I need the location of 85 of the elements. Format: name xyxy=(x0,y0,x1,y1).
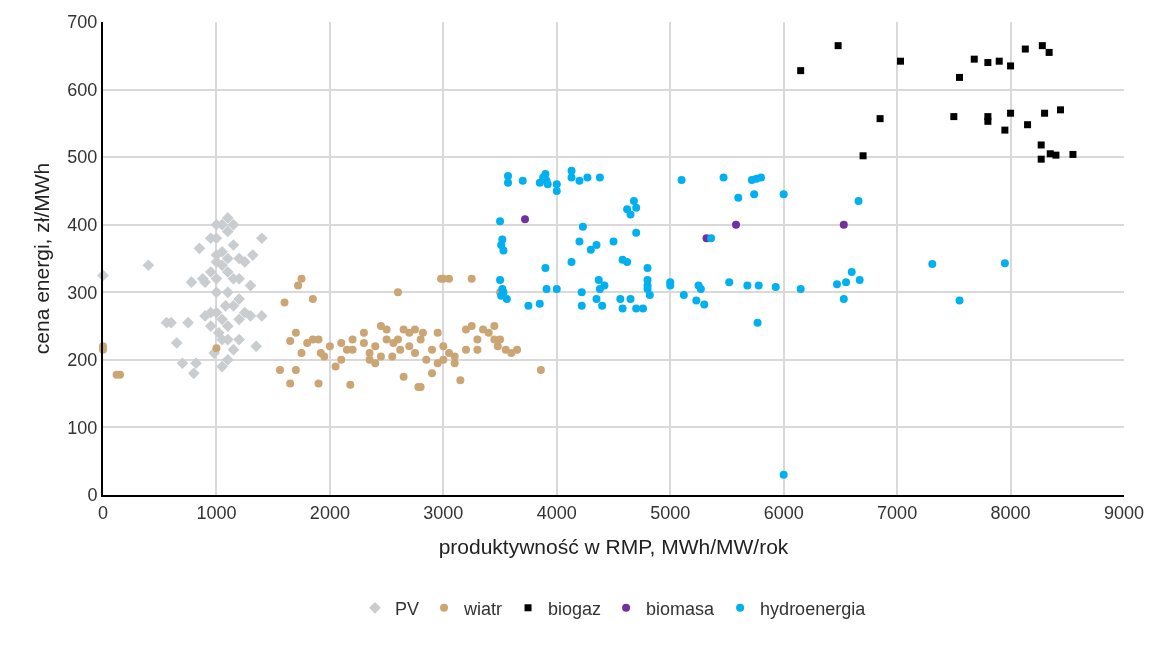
point xyxy=(995,57,1003,65)
legend-label: wiatr xyxy=(463,598,503,619)
point xyxy=(1007,109,1015,117)
legend-label: biomasa xyxy=(646,598,716,619)
point xyxy=(233,313,245,326)
point xyxy=(1037,141,1045,149)
y-tick-label: 300 xyxy=(67,282,98,303)
point xyxy=(216,313,228,326)
point xyxy=(970,55,978,63)
point xyxy=(1045,48,1053,56)
x-tick-label: 4000 xyxy=(536,502,577,523)
point xyxy=(246,249,259,261)
point xyxy=(193,242,206,255)
point xyxy=(521,215,530,224)
y-tick-label: 400 xyxy=(67,215,98,236)
point xyxy=(216,360,228,373)
point xyxy=(797,67,805,75)
point xyxy=(1024,121,1032,129)
legend-label: biogaz xyxy=(548,598,602,619)
point xyxy=(182,316,194,329)
x-tick-label: 1000 xyxy=(196,502,237,523)
point xyxy=(221,212,234,224)
point xyxy=(859,152,867,160)
point xyxy=(984,117,992,125)
point xyxy=(950,113,958,121)
point xyxy=(984,59,992,67)
legend-label: hydroenergia xyxy=(760,598,867,619)
point xyxy=(221,225,234,238)
point xyxy=(732,220,741,229)
point xyxy=(233,293,245,305)
x-tick-label: 3000 xyxy=(423,502,464,523)
y-tick-label: 0 xyxy=(87,485,98,506)
point xyxy=(250,340,262,353)
point xyxy=(210,286,223,299)
x-tick-label: 2000 xyxy=(309,502,350,523)
point xyxy=(204,320,217,332)
x-axis-title: produktywność w RMP, MWh/MW/rok xyxy=(438,535,789,559)
point xyxy=(1037,155,1045,163)
legend-label: PV xyxy=(395,598,420,619)
point xyxy=(244,279,257,292)
point xyxy=(176,357,189,370)
point xyxy=(897,57,905,65)
point xyxy=(227,239,240,251)
point xyxy=(1001,126,1009,134)
point xyxy=(1056,106,1064,114)
point xyxy=(185,276,198,288)
x-tick-label: 6000 xyxy=(763,502,804,523)
point xyxy=(233,333,245,346)
point xyxy=(839,220,848,229)
point xyxy=(142,259,155,272)
point xyxy=(876,115,884,123)
point xyxy=(210,272,223,285)
point xyxy=(1069,150,1077,158)
point xyxy=(227,218,240,231)
point xyxy=(221,266,234,278)
point xyxy=(221,320,234,332)
point xyxy=(956,73,964,81)
x-tick-label: 8000 xyxy=(990,502,1031,523)
point xyxy=(212,326,225,339)
point xyxy=(255,310,268,322)
point xyxy=(221,252,234,265)
y-axis-title: cena energi, zł/MWh xyxy=(30,162,53,355)
point xyxy=(227,343,240,356)
y-tick-label: 100 xyxy=(67,417,98,438)
x-tick-label: 7000 xyxy=(877,502,918,523)
point xyxy=(221,354,234,366)
point xyxy=(255,232,268,245)
x-tick-label: 9000 xyxy=(1103,502,1145,523)
y-tick-label: 200 xyxy=(67,350,98,371)
point xyxy=(1052,151,1060,159)
point xyxy=(221,286,234,299)
point xyxy=(1038,42,1046,50)
y-tick-label: 500 xyxy=(67,147,98,168)
point xyxy=(1007,62,1015,70)
x-tick-label: 5000 xyxy=(650,502,691,523)
point xyxy=(170,337,183,349)
point xyxy=(1041,109,1049,117)
y-tick-label: 700 xyxy=(67,12,98,33)
point xyxy=(204,266,217,278)
y-tick-label: 600 xyxy=(67,79,98,100)
point xyxy=(190,357,202,370)
point xyxy=(199,310,211,322)
point xyxy=(1021,45,1029,53)
point xyxy=(834,42,842,50)
point xyxy=(187,367,200,380)
